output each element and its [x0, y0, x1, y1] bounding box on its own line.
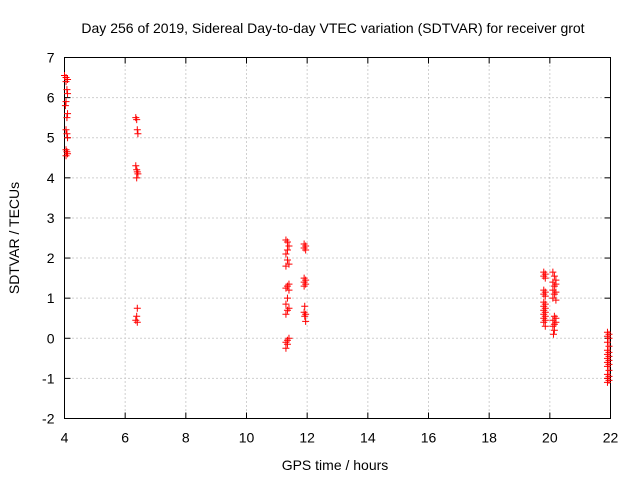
x-tick-labels: 4 6 8 10 12 14 16 18 20 22	[61, 430, 619, 446]
data-point	[605, 366, 613, 374]
data-point	[550, 272, 558, 280]
data-point	[283, 238, 291, 246]
data-point	[605, 342, 613, 350]
data-point	[550, 290, 558, 298]
y-tick-label: 7	[47, 50, 55, 66]
x-tick-label: 10	[239, 430, 255, 446]
data-point	[541, 292, 549, 300]
data-point	[603, 362, 611, 370]
x-tick-label: 22	[603, 430, 619, 446]
data-point	[285, 242, 293, 250]
data-point	[285, 286, 293, 294]
data-point	[134, 170, 142, 178]
chart-title: Day 256 of 2019, Sidereal Day-to-day VTE…	[81, 20, 584, 36]
data-point	[283, 256, 291, 264]
y-tick-labels: -2 -1 0 1 2 3 4 5 6 7	[42, 50, 55, 427]
data-point	[540, 318, 548, 326]
x-axis-label: GPS time / hours	[282, 457, 389, 473]
y-tick-label: -2	[42, 411, 55, 427]
data-point	[63, 130, 71, 138]
data-point	[283, 306, 291, 314]
y-tick-label: -1	[42, 370, 55, 386]
x-tick-label: 14	[360, 430, 376, 446]
data-point	[301, 312, 309, 320]
plot-frame	[64, 57, 611, 419]
gridlines	[64, 57, 611, 419]
x-tick-label: 16	[421, 430, 437, 446]
data-point	[133, 126, 141, 134]
data-point	[283, 246, 291, 254]
data-point	[301, 302, 309, 310]
data-point	[302, 246, 310, 254]
y-tick-label: 3	[47, 210, 55, 226]
data-point	[133, 318, 141, 326]
data-point	[62, 126, 70, 134]
x-tick-label: 12	[299, 430, 315, 446]
x-tick-label: 20	[542, 430, 558, 446]
data-point	[61, 102, 69, 110]
x-tick-label: 18	[481, 430, 497, 446]
data-point	[605, 334, 613, 342]
data-point	[62, 152, 70, 160]
x-tick-label: 8	[182, 430, 190, 446]
data-point	[549, 322, 557, 330]
data-point	[282, 250, 290, 258]
x-tick-label: 4	[61, 430, 69, 446]
y-tick-label: 6	[47, 90, 55, 106]
data-point	[550, 326, 558, 334]
y-tick-label: 2	[47, 250, 55, 266]
data-point	[283, 340, 291, 348]
data-point	[603, 338, 611, 346]
data-point	[550, 282, 558, 290]
data-point	[282, 344, 290, 352]
data-point	[282, 310, 290, 318]
data-point	[64, 90, 72, 98]
data-point	[62, 78, 70, 86]
y-axis-label: SDTVAR / TECUs	[6, 182, 22, 294]
data-point	[549, 268, 557, 276]
data-point	[63, 114, 71, 122]
data-point	[541, 274, 549, 282]
data-point	[552, 296, 560, 304]
data-point	[62, 98, 70, 106]
y-tick-label: 1	[47, 290, 55, 306]
data-point	[64, 110, 72, 118]
data-point	[549, 330, 557, 338]
data-point	[133, 174, 141, 182]
y-tick-label: 5	[47, 130, 55, 146]
data-point	[133, 304, 141, 312]
x-tick-label: 6	[121, 430, 129, 446]
data-point	[64, 134, 72, 142]
data-point	[134, 130, 142, 138]
data-point	[133, 116, 141, 124]
data-point	[603, 378, 611, 386]
y-tick-label: 0	[47, 330, 55, 346]
data-point	[302, 317, 310, 325]
data-point	[132, 162, 140, 170]
data-point	[133, 312, 141, 320]
data-point	[282, 300, 290, 308]
data-point	[283, 294, 291, 302]
data-point	[541, 322, 549, 330]
data-point	[300, 282, 308, 290]
data-point	[63, 86, 71, 94]
data-point	[282, 262, 290, 270]
y-tick-label: 4	[47, 170, 55, 186]
data-points	[61, 72, 613, 386]
